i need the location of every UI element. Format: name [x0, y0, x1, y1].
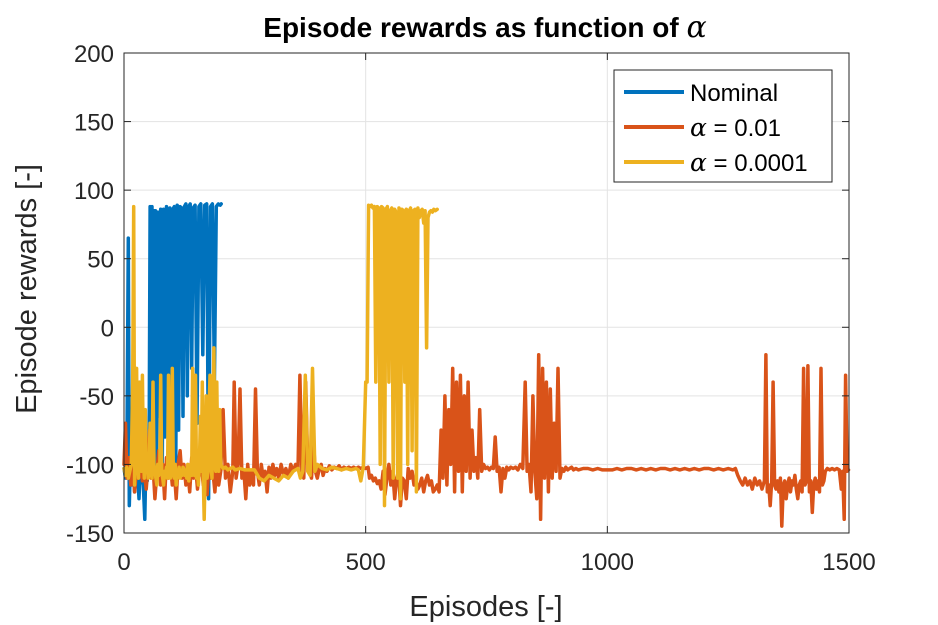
- legend: Nominal α = 0.01 α = 0.0001: [613, 69, 833, 183]
- x-tick-label: 0: [117, 549, 130, 576]
- plot-frame: [123, 52, 850, 534]
- series-group: [122, 202, 851, 528]
- legend-label: Nominal: [690, 80, 778, 107]
- y-tick-labels: 200 150 100 50 0 -50 -100 -150: [66, 41, 114, 548]
- y-tick-label: -100: [66, 452, 114, 479]
- series-line-alpha-0-0001: [122, 203, 439, 522]
- legend-label: α = 0.01: [690, 113, 781, 142]
- chart-title: Episode rewards as function of α: [263, 10, 706, 45]
- series-line-nominal: [122, 202, 223, 522]
- y-tick-label: -50: [79, 384, 114, 411]
- x-tick-labels: 0 500 1000 1500: [117, 549, 875, 576]
- series-line-alpha-0-01: [122, 352, 851, 528]
- y-axis-label: Episode rewards [-]: [11, 164, 43, 414]
- legend-label: α = 0.0001: [690, 148, 808, 177]
- x-tick-label: 1500: [822, 549, 875, 576]
- tick-marks: [123, 52, 850, 534]
- x-tick-label: 500: [346, 549, 386, 576]
- y-tick-label: 0: [101, 315, 114, 342]
- y-tick-label: 50: [87, 247, 114, 274]
- y-tick-label: 150: [74, 110, 114, 137]
- y-tick-label: 100: [74, 178, 114, 205]
- y-tick-label: 200: [74, 41, 114, 68]
- y-tick-label: -150: [66, 521, 114, 548]
- x-tick-label: 1000: [581, 549, 634, 576]
- x-axis-label: Episodes [-]: [409, 591, 562, 623]
